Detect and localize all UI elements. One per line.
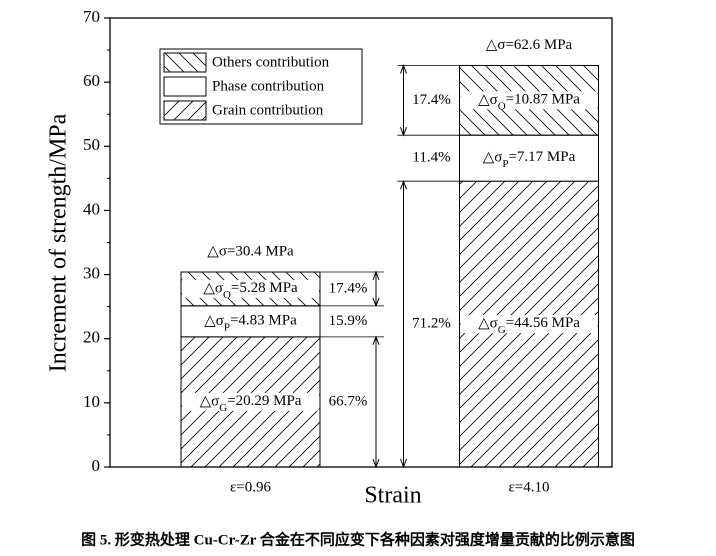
percent-label: 11.4% bbox=[412, 150, 450, 166]
legend-label: Grain contribution bbox=[212, 102, 324, 118]
percent-label: 17.4% bbox=[412, 92, 451, 108]
percent-label: 66.7% bbox=[329, 393, 368, 409]
arrow-head bbox=[400, 127, 407, 137]
y-tick-label: 60 bbox=[83, 71, 100, 90]
legend-label: Others contribution bbox=[212, 54, 330, 70]
legend-swatch bbox=[163, 52, 207, 73]
y-tick-label: 40 bbox=[83, 199, 100, 218]
x-tick-label: ε=4.10 bbox=[508, 479, 549, 495]
y-axis-label: Increment of strength/MPa bbox=[46, 113, 72, 372]
y-tick-label: 0 bbox=[92, 456, 101, 475]
percent-label: 71.2% bbox=[412, 316, 451, 332]
arrow-head bbox=[372, 458, 380, 469]
y-tick-label: 70 bbox=[83, 7, 100, 26]
x-axis-label: Strain bbox=[364, 483, 421, 509]
x-tick-label: ε=0.96 bbox=[230, 479, 272, 495]
bar-segment bbox=[180, 305, 321, 338]
caption: 图 5. 形变热处理 Cu-Cr-Zr 合金在不同应变下各种因素对强度增量贡献的… bbox=[81, 530, 635, 548]
legend-label: Phase contribution bbox=[212, 78, 325, 94]
arrow-head bbox=[400, 458, 407, 469]
arrow-head bbox=[400, 64, 407, 74]
percent-label: 17.4% bbox=[329, 280, 368, 296]
y-tick-label: 10 bbox=[83, 392, 100, 411]
label-backdrop bbox=[182, 392, 319, 411]
arrow-head bbox=[372, 270, 380, 281]
y-tick-label: 20 bbox=[83, 328, 100, 347]
total-label: △σ=30.4 MPa bbox=[207, 243, 294, 259]
total-label: △σ=62.6 MPa bbox=[486, 37, 573, 53]
label-backdrop bbox=[460, 315, 598, 334]
percent-label: 15.9% bbox=[329, 313, 368, 329]
arrow-head bbox=[372, 297, 380, 308]
label-backdrop bbox=[460, 91, 598, 110]
label-backdrop bbox=[182, 279, 319, 298]
y-tick-label: 30 bbox=[83, 263, 100, 282]
legend-swatch bbox=[163, 100, 207, 121]
arrow-head bbox=[372, 335, 380, 346]
y-tick-label: 50 bbox=[83, 135, 100, 154]
arrow-head bbox=[400, 179, 407, 190]
legend-swatch bbox=[163, 76, 207, 97]
